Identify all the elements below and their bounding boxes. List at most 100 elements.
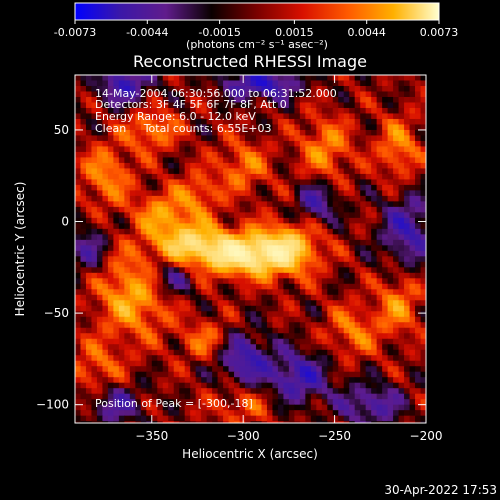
heatmap-cell [420, 96, 426, 104]
heatmap-cell [288, 228, 295, 235]
heatmap-cell [217, 228, 224, 235]
heatmap-cell [184, 124, 191, 131]
heatmap-cell [184, 366, 191, 373]
heatmap-cell [321, 91, 328, 98]
heatmap-cell [151, 421, 158, 423]
heatmap-cell [239, 272, 246, 279]
heatmap-cell [415, 360, 422, 367]
heatmap-cell [321, 75, 328, 82]
heatmap-cell [349, 140, 356, 148]
heatmap-cell [327, 80, 334, 87]
heatmap-cell [376, 344, 383, 351]
heatmap-cell [420, 311, 426, 318]
heatmap-cell [173, 140, 180, 148]
heatmap-cell [288, 195, 295, 202]
heatmap-cell [124, 223, 131, 230]
heatmap-cell [393, 393, 400, 400]
heatmap-cell [179, 371, 186, 378]
heatmap-cell [91, 311, 98, 318]
heatmap-cell [212, 272, 219, 279]
heatmap-cell [151, 140, 158, 148]
heatmap-cell [91, 272, 98, 279]
heatmap-cell [107, 234, 114, 241]
heatmap-cell [135, 212, 142, 219]
heatmap-cell [129, 162, 136, 170]
heatmap-cell [184, 261, 191, 268]
heatmap-cell [393, 289, 400, 296]
heatmap-cell [124, 234, 131, 241]
heatmap-cell [157, 250, 164, 257]
heatmap-cell [409, 272, 416, 279]
heatmap-cell [393, 283, 400, 290]
heatmap-cell [288, 300, 295, 307]
heatmap-cell [140, 393, 147, 400]
heatmap-cell [250, 344, 257, 351]
heatmap-cell [151, 228, 158, 235]
heatmap-cell [245, 223, 252, 230]
heatmap-cell [371, 421, 378, 423]
heatmap-cell [102, 283, 109, 290]
heatmap-cell [80, 327, 87, 334]
heatmap-cell [332, 294, 339, 301]
heatmap-cell [190, 371, 197, 378]
heatmap-cell [360, 173, 367, 180]
heatmap-cell [382, 102, 389, 109]
heatmap-cell [190, 173, 197, 180]
heatmap-cell [140, 195, 147, 202]
heatmap-cell [332, 118, 339, 126]
heatmap-cell [398, 151, 405, 159]
heatmap-cell [151, 135, 158, 142]
heatmap-cell [365, 250, 372, 257]
heatmap-cell [299, 102, 306, 109]
heatmap-cell [173, 102, 180, 109]
heatmap-cell [162, 410, 169, 417]
heatmap-cell [223, 245, 230, 252]
heatmap-cell [376, 349, 383, 356]
heatmap-cell [382, 162, 389, 170]
heatmap-cell [96, 228, 104, 235]
heatmap-cell [343, 168, 350, 175]
heatmap-cell [135, 124, 142, 131]
heatmap-cell [354, 283, 361, 290]
heatmap-cell [168, 278, 175, 285]
heatmap-cell [135, 223, 142, 230]
heatmap-cell [140, 311, 147, 318]
heatmap-cell [113, 283, 120, 290]
heatmap-cell [409, 289, 416, 296]
heatmap-cell [398, 245, 405, 252]
heatmap-cell [332, 278, 339, 285]
heatmap-cell [91, 212, 98, 219]
heatmap-cell [277, 234, 284, 241]
heatmap-cell [195, 124, 202, 131]
heatmap-cell [382, 234, 389, 241]
heatmap-cell [228, 75, 235, 82]
heatmap-cell [223, 146, 230, 153]
heatmap-cell [294, 278, 301, 285]
heatmap-cell [85, 162, 93, 170]
heatmap-cell [206, 256, 213, 263]
heatmap-cell [80, 371, 87, 378]
heatmap-cell [376, 371, 383, 378]
heatmap-cell [343, 366, 350, 373]
heatmap-cell [277, 228, 284, 235]
heatmap-cell [96, 415, 104, 422]
heatmap-cell [327, 272, 334, 279]
heatmap-cell [321, 267, 328, 274]
heatmap-cell [409, 212, 416, 219]
heatmap-cell [146, 118, 153, 126]
heatmap-cell [173, 278, 180, 285]
heatmap-cell [266, 316, 274, 323]
heatmap-cell [168, 360, 175, 367]
heatmap-cell [124, 272, 131, 279]
heatmap-cell [415, 316, 422, 323]
heatmap-cell [228, 256, 235, 263]
heatmap-cell [387, 146, 394, 153]
heatmap-cell [332, 272, 339, 279]
heatmap-cell [239, 294, 246, 301]
heatmap-cell [288, 80, 295, 87]
heatmap-cell [327, 75, 334, 82]
heatmap-cell [360, 250, 367, 257]
heatmap-cell [206, 294, 213, 301]
heatmap-cell [212, 399, 219, 406]
heatmap-cell [75, 300, 82, 307]
